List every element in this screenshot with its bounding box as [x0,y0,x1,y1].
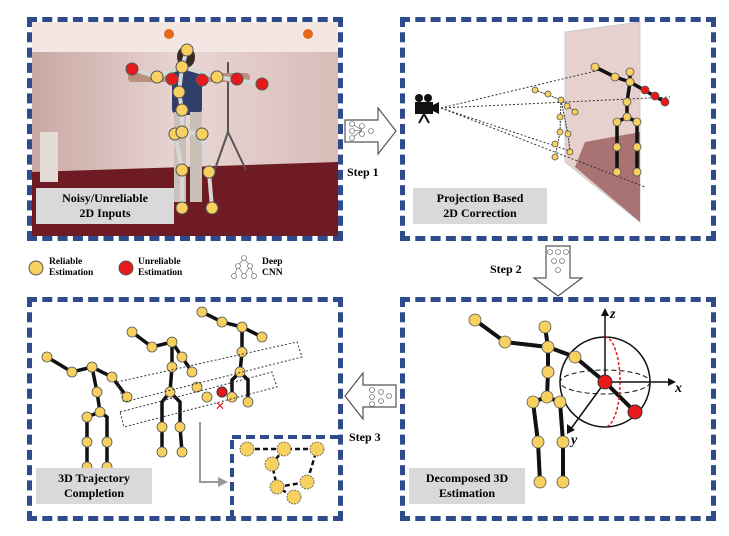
completion-figure: ✕ [41,306,338,516]
gray-arrow-icon [199,422,228,487]
z-axis-label: z [609,307,616,322]
completion-caption: 3D Trajectory Completion [36,468,152,504]
step1-label: Step 1 [347,165,379,179]
correction-panel: Projection Based 2D Correction [400,17,716,241]
reliable-marker [28,260,44,276]
camera-icon [415,94,439,124]
step3-arrow-icon [344,371,397,421]
estimation-panel: z x y Decomposed 3D Estimation [400,297,716,521]
unreliable-marker [118,260,134,276]
correction-figure [415,22,671,224]
estimation-caption: Decomposed 3D Estimation [409,468,525,504]
input-caption: Noisy/Unreliable 2D Inputs [36,188,174,224]
legend-cnn: Deep CNN [262,257,283,278]
rotation-sphere [559,308,676,434]
y-axis-label: y [569,433,578,448]
completion-panel: ✕ 3D Trajectory Completion [27,297,343,521]
input-panel: Noisy/Unreliable 2D Inputs [27,17,343,241]
x-axis-label: x [674,381,682,396]
cnn-icon [231,255,257,279]
legend-unreliable: Unreliable Estimation [138,257,183,278]
step3-label: Step 3 [349,430,381,444]
legend-reliable: Reliable Estimation [49,257,94,278]
step2-arrow-icon [532,245,584,297]
step1-arrow-icon [344,106,397,156]
step2-label: Step 2 [490,262,522,276]
cross-icon: ✕ [215,399,225,413]
estimation-figure: z x y [468,307,682,489]
correction-caption: Projection Based 2D Correction [413,188,547,224]
